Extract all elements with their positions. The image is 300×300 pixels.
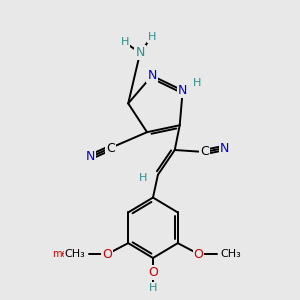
Text: N: N: [86, 150, 95, 164]
Text: H: H: [148, 32, 156, 42]
Text: H: H: [139, 173, 147, 183]
Text: H: H: [149, 283, 157, 293]
Text: H: H: [192, 78, 201, 88]
Text: CH₃: CH₃: [65, 249, 85, 259]
Text: O: O: [103, 248, 112, 260]
Text: N: N: [220, 142, 229, 154]
Text: N: N: [178, 84, 188, 97]
Text: C: C: [106, 142, 115, 154]
Text: N: N: [147, 69, 157, 82]
Text: C: C: [200, 146, 209, 158]
Text: O: O: [194, 248, 203, 260]
Text: CH₃: CH₃: [220, 249, 241, 259]
Text: O: O: [148, 266, 158, 279]
Text: methyl: methyl: [52, 249, 87, 259]
Text: N: N: [135, 46, 145, 59]
Text: H: H: [121, 37, 129, 47]
